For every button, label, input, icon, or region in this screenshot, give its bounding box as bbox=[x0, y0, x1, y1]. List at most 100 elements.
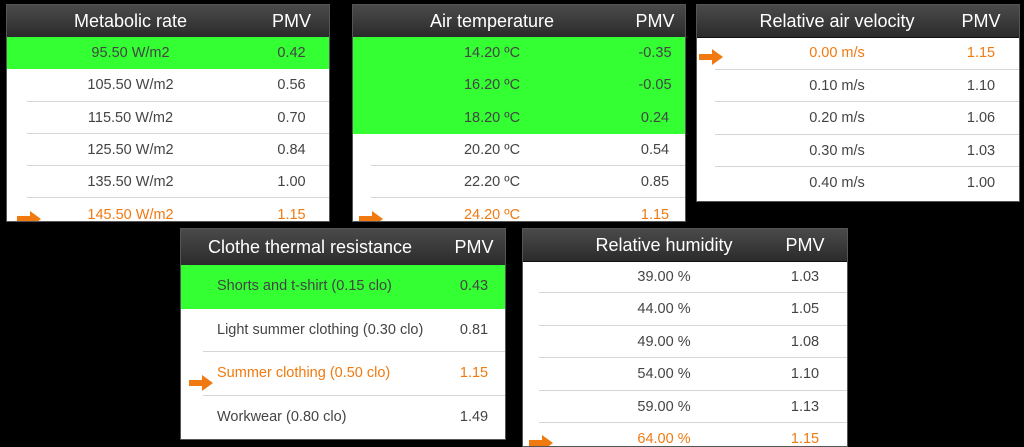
pmv-column-header: PMV bbox=[785, 235, 825, 255]
row-divider bbox=[539, 421, 847, 423]
row-label: 22.20 ºC bbox=[463, 174, 521, 191]
row-label: 49.00 % bbox=[637, 333, 691, 350]
table-row[interactable]: 44.00 % 1.05 bbox=[523, 293, 847, 326]
table-row[interactable]: 95.50 W/m2 0.42 bbox=[7, 37, 329, 70]
table-row[interactable]: 135.50 W/m2 1.00 bbox=[7, 166, 329, 199]
row-pmv-value: 0.24 bbox=[640, 109, 670, 126]
row-divider bbox=[715, 133, 1019, 135]
selected-row[interactable]: 24.20 ºC 1.15 bbox=[353, 199, 685, 222]
row-label: 0.00 m/s bbox=[809, 45, 865, 61]
row-label: 59.00 % bbox=[637, 398, 691, 415]
row-pmv-value: 1.10 bbox=[966, 77, 996, 94]
row-pmv-value: 0.56 bbox=[277, 77, 306, 94]
row-label: Summer clothing (0.50 clo) bbox=[217, 365, 391, 381]
row-label: 0.30 m/s bbox=[809, 142, 865, 159]
selected-row[interactable]: 0.00 m/s 1.15 bbox=[697, 37, 1019, 70]
clothing-panel: Clothe thermal resistance PMV Shorts and t… bbox=[180, 228, 506, 440]
row-divider bbox=[539, 357, 847, 359]
row-pmv-value: 1.15 bbox=[640, 206, 670, 222]
panel-header: Relative air velocity PMV bbox=[697, 5, 1019, 38]
row-pmv-value: 1.15 bbox=[790, 431, 820, 447]
pmv-column-header: PMV bbox=[454, 237, 494, 257]
row-label: 20.20 ºC bbox=[463, 141, 521, 158]
row-pmv-value: -0.35 bbox=[638, 45, 672, 61]
selected-row[interactable]: Summer clothing (0.50 clo) 1.15 bbox=[181, 352, 505, 396]
row-divider bbox=[27, 132, 329, 134]
row-pmv-value: 1.06 bbox=[966, 110, 996, 127]
row-divider bbox=[203, 351, 505, 352]
table-row[interactable]: Shorts and t-shirt (0.15 clo) 0.43 bbox=[181, 265, 505, 309]
row-label: 0.20 m/s bbox=[809, 110, 865, 127]
table-row[interactable]: 39.00 % 1.03 bbox=[523, 261, 847, 294]
selection-arrow-icon bbox=[17, 207, 41, 221]
selected-row[interactable]: 145.50 W/m2 1.15 bbox=[7, 199, 329, 222]
table-row[interactable]: 18.20 ºC 0.24 bbox=[353, 101, 685, 134]
row-label: 54.00 % bbox=[637, 366, 691, 383]
selected-row[interactable]: 64.00 % 1.15 bbox=[523, 423, 847, 447]
table-row[interactable]: 59.00 % 1.13 bbox=[523, 391, 847, 423]
row-divider bbox=[371, 197, 685, 199]
table-row[interactable]: 14.20 ºC -0.35 bbox=[353, 37, 685, 70]
panel-title: Air temperature bbox=[429, 11, 555, 31]
row-pmv-value: 0.42 bbox=[277, 45, 306, 61]
row-pmv-value: 0.43 bbox=[459, 278, 489, 294]
table-row[interactable]: 0.40 m/s 1.00 bbox=[697, 167, 1019, 200]
row-label: 125.50 W/m2 bbox=[87, 141, 174, 158]
panel-header: Air temperature PMV bbox=[353, 5, 685, 38]
row-label: 105.50 W/m2 bbox=[87, 77, 174, 94]
table-row[interactable]: 0.30 m/s 1.03 bbox=[697, 135, 1019, 168]
table-row[interactable]: 22.20 ºC 0.85 bbox=[353, 166, 685, 199]
row-pmv-value: 0.85 bbox=[640, 174, 670, 191]
table-row[interactable]: 0.20 m/s 1.06 bbox=[697, 102, 1019, 135]
panel-title: Relative humidity bbox=[595, 235, 733, 255]
pmv-column-header: PMV bbox=[961, 11, 1001, 31]
row-pmv-value: 1.13 bbox=[790, 398, 820, 415]
table-row[interactable]: 115.50 W/m2 0.70 bbox=[7, 102, 329, 134]
row-divider bbox=[539, 324, 847, 326]
row-divider bbox=[715, 68, 1019, 70]
table-row[interactable]: 49.00 % 1.08 bbox=[523, 326, 847, 359]
row-label: Shorts and t-shirt (0.15 clo) bbox=[217, 278, 392, 294]
panel-header: Clothe thermal resistance PMV bbox=[181, 229, 505, 266]
row-pmv-value: 0.84 bbox=[277, 141, 306, 158]
table-row[interactable]: 105.50 W/m2 0.56 bbox=[7, 69, 329, 102]
row-divider bbox=[371, 165, 685, 167]
row-pmv-value: 1.08 bbox=[790, 333, 820, 350]
metabolic-rate-panel: Metabolic rate PMV 95.50 W/m2 0.42 105.50 W/… bbox=[6, 4, 330, 222]
row-pmv-value: 1.00 bbox=[277, 174, 306, 191]
table-row[interactable]: 54.00 % 1.10 bbox=[523, 358, 847, 391]
panel-title: Clothe thermal resistance bbox=[207, 237, 413, 257]
table-row[interactable]: Light summer clothing (0.30 clo) 0.81 bbox=[181, 309, 505, 352]
row-pmv-value: 0.70 bbox=[277, 109, 306, 126]
table-row[interactable]: Workwear (0.80 clo) 1.49 bbox=[181, 396, 505, 440]
row-label: 14.20 ºC bbox=[463, 45, 521, 61]
pmv-column-header: PMV bbox=[635, 11, 675, 31]
row-label: 44.00 % bbox=[637, 301, 691, 318]
row-label: Workwear (0.80 clo) bbox=[217, 408, 347, 425]
row-label: 24.20 ºC bbox=[463, 206, 521, 222]
panel-header: Relative humidity PMV bbox=[523, 229, 847, 262]
humidity-panel: Relative humidity PMV 39.00 % 1.03 44.00 % 1.… bbox=[522, 228, 848, 447]
row-label: 0.10 m/s bbox=[809, 77, 865, 94]
row-pmv-value: 1.00 bbox=[966, 175, 996, 192]
table-row[interactable]: 0.10 m/s 1.10 bbox=[697, 70, 1019, 103]
selection-arrow-icon bbox=[189, 366, 213, 391]
row-pmv-value: 1.03 bbox=[966, 142, 996, 159]
row-pmv-value: 0.54 bbox=[640, 141, 670, 158]
row-divider bbox=[539, 389, 847, 391]
panel-title: Metabolic rate bbox=[73, 11, 188, 31]
row-pmv-value: 0.81 bbox=[459, 321, 489, 338]
table-row[interactable]: 125.50 W/m2 0.84 bbox=[7, 134, 329, 167]
air-temperature-panel: Air temperature PMV 14.20 ºC -0.35 16.20 ºC -… bbox=[352, 4, 686, 222]
air-velocity-panel: Relative air velocity PMV 0.00 m/s 1.15 0.10… bbox=[696, 4, 1020, 202]
selection-arrow-icon bbox=[359, 207, 383, 221]
table-row[interactable]: 16.20 ºC -0.05 bbox=[353, 69, 685, 102]
row-divider bbox=[203, 394, 505, 396]
panel-title: Relative air velocity bbox=[759, 11, 915, 31]
selection-arrow-icon bbox=[529, 431, 553, 446]
row-pmv-value: 1.15 bbox=[459, 365, 489, 381]
row-pmv-value: -0.05 bbox=[638, 77, 672, 94]
row-label: 135.50 W/m2 bbox=[87, 174, 174, 191]
table-row[interactable]: 20.20 ºC 0.54 bbox=[353, 134, 685, 167]
row-label: 145.50 W/m2 bbox=[87, 206, 174, 222]
